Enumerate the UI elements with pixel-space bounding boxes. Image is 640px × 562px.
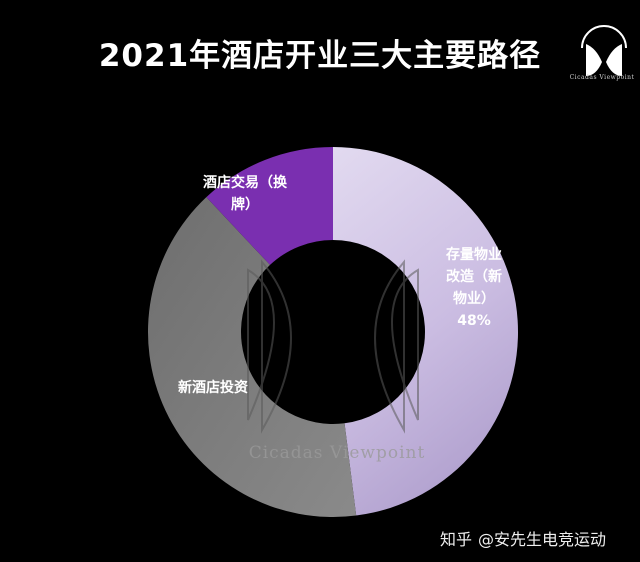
slice-2 [206, 147, 333, 265]
slice-label-0: 存量物业 [446, 246, 502, 263]
watermark-emblem [247, 259, 419, 434]
slice-label-0: 改造（新 [446, 268, 502, 285]
slice-label-2: 牌） [231, 196, 259, 213]
credit-site: 知乎 [440, 530, 473, 549]
slice-label-1: 新酒店投资 [178, 379, 248, 396]
logo-text: Cicadas Viewpoint [569, 74, 635, 81]
slice-1 [148, 197, 357, 517]
credit-author: @安先生电竞运动 [478, 530, 607, 549]
donut-slices [148, 147, 519, 517]
slice-label-0: 物业） [453, 290, 495, 307]
watermark-text: Cicadas Viewpoint [249, 443, 426, 463]
brand-logo-icon [581, 25, 627, 76]
credit-line: 知乎 @安先生电竞运动 [440, 526, 606, 550]
slice-0 [333, 147, 519, 516]
slice-value-label-0: 48% [457, 313, 491, 329]
chart-title: 2021年酒店开业三大主要路径 [98, 38, 542, 74]
slice-label-2: 酒店交易（换 [203, 174, 288, 191]
